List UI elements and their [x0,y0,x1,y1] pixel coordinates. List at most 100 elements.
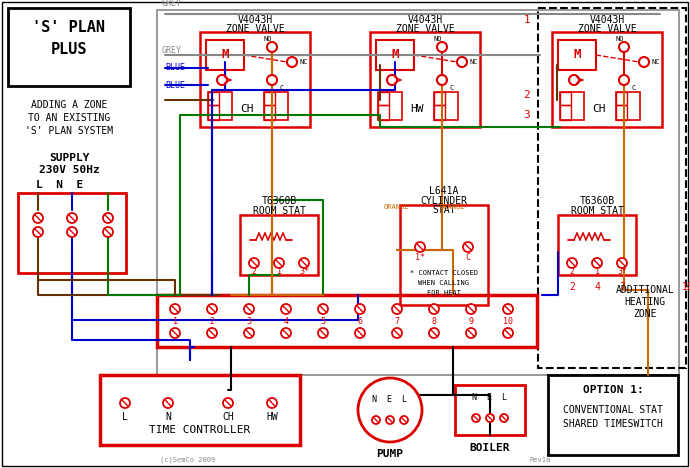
Text: N  E  L: N E L [473,394,508,402]
Text: Rev1a: Rev1a [530,457,551,463]
Text: SUPPLY: SUPPLY [49,153,89,163]
Circle shape [400,416,408,424]
Bar [264,92,275,105]
Bar [538,8,686,368]
Bar [434,92,458,120]
Circle shape [281,304,291,314]
Text: 2: 2 [210,316,215,326]
Circle shape [244,328,254,338]
Circle shape [392,304,402,314]
Circle shape [267,42,277,52]
Circle shape [619,75,629,85]
Bar [200,32,310,127]
Text: HEATING: HEATING [624,297,666,307]
Text: STAT: STAT [432,205,456,215]
Circle shape [267,75,277,85]
Circle shape [318,328,328,338]
Circle shape [500,414,508,422]
Circle shape [486,414,494,422]
Text: 2: 2 [251,268,257,277]
Circle shape [244,304,254,314]
Text: V4043H: V4043H [407,15,442,25]
Circle shape [318,304,328,314]
Bar [100,375,300,445]
Circle shape [67,227,77,237]
Text: GREY: GREY [162,0,182,8]
Text: WHEN CALLING: WHEN CALLING [419,280,469,286]
Text: 1: 1 [523,15,530,25]
Bar [378,92,389,105]
Bar [455,385,525,435]
Circle shape [392,328,402,338]
Circle shape [103,213,113,223]
Text: SHARED TIMESWITCH: SHARED TIMESWITCH [563,419,663,429]
Circle shape [472,414,480,422]
Text: T6360B: T6360B [580,196,615,206]
Text: 1: 1 [277,268,282,277]
Text: C: C [466,253,471,262]
Circle shape [207,304,217,314]
Text: 7: 7 [395,316,400,326]
Bar [434,92,445,105]
Text: M: M [221,49,229,61]
Bar [376,40,414,70]
Circle shape [503,304,513,314]
Text: NC: NC [652,59,660,65]
Text: 2: 2 [523,90,530,100]
Bar [616,92,627,105]
Text: HW: HW [266,412,278,422]
Text: NC: NC [300,59,308,65]
Circle shape [249,258,259,268]
Text: V4043H: V4043H [589,15,624,25]
Text: 230V 50Hz: 230V 50Hz [39,165,99,175]
Text: C: C [279,85,284,91]
Circle shape [281,328,291,338]
Circle shape [170,304,180,314]
Bar [560,105,571,120]
Text: PLUS: PLUS [51,43,87,58]
Text: L641A: L641A [429,186,459,196]
Text: ORANGE: ORANGE [440,204,465,210]
Text: CH: CH [222,412,234,422]
Text: ROOM STAT: ROOM STAT [253,206,306,216]
Text: NO: NO [434,36,442,42]
Text: 'S' PLAN SYSTEM: 'S' PLAN SYSTEM [25,126,113,136]
Text: ZONE: ZONE [633,309,657,319]
Circle shape [429,304,439,314]
Text: ORANGE: ORANGE [383,204,408,210]
Bar [370,32,480,127]
Circle shape [355,304,365,314]
Bar [18,193,126,273]
Circle shape [355,328,365,338]
Circle shape [372,416,380,424]
Bar [558,215,636,275]
Text: NO: NO [264,36,273,42]
Text: PUMP: PUMP [377,449,404,459]
Text: ZONE VALVE: ZONE VALVE [395,24,455,34]
Text: ZONE VALVE: ZONE VALVE [578,24,636,34]
Circle shape [457,57,467,67]
Text: TIME CONTROLLER: TIME CONTROLLER [149,425,250,435]
Text: N  E  L: N E L [373,395,408,404]
Text: 7: 7 [619,282,625,292]
Circle shape [639,57,649,67]
Circle shape [387,75,397,85]
Text: NO: NO [615,36,624,42]
Circle shape [617,258,627,268]
Bar [560,92,584,120]
Bar [157,295,537,347]
Circle shape [33,213,43,223]
Text: T6360B: T6360B [262,196,297,206]
Bar [240,215,318,275]
Text: 1: 1 [595,268,600,277]
Text: 3: 3 [523,110,530,120]
Circle shape [163,398,173,408]
Bar [208,105,219,120]
Bar [616,105,627,120]
Bar [558,40,596,70]
Circle shape [503,328,513,338]
Circle shape [619,42,629,52]
Bar [378,92,402,120]
Text: 3*: 3* [299,268,309,277]
Circle shape [299,258,309,268]
